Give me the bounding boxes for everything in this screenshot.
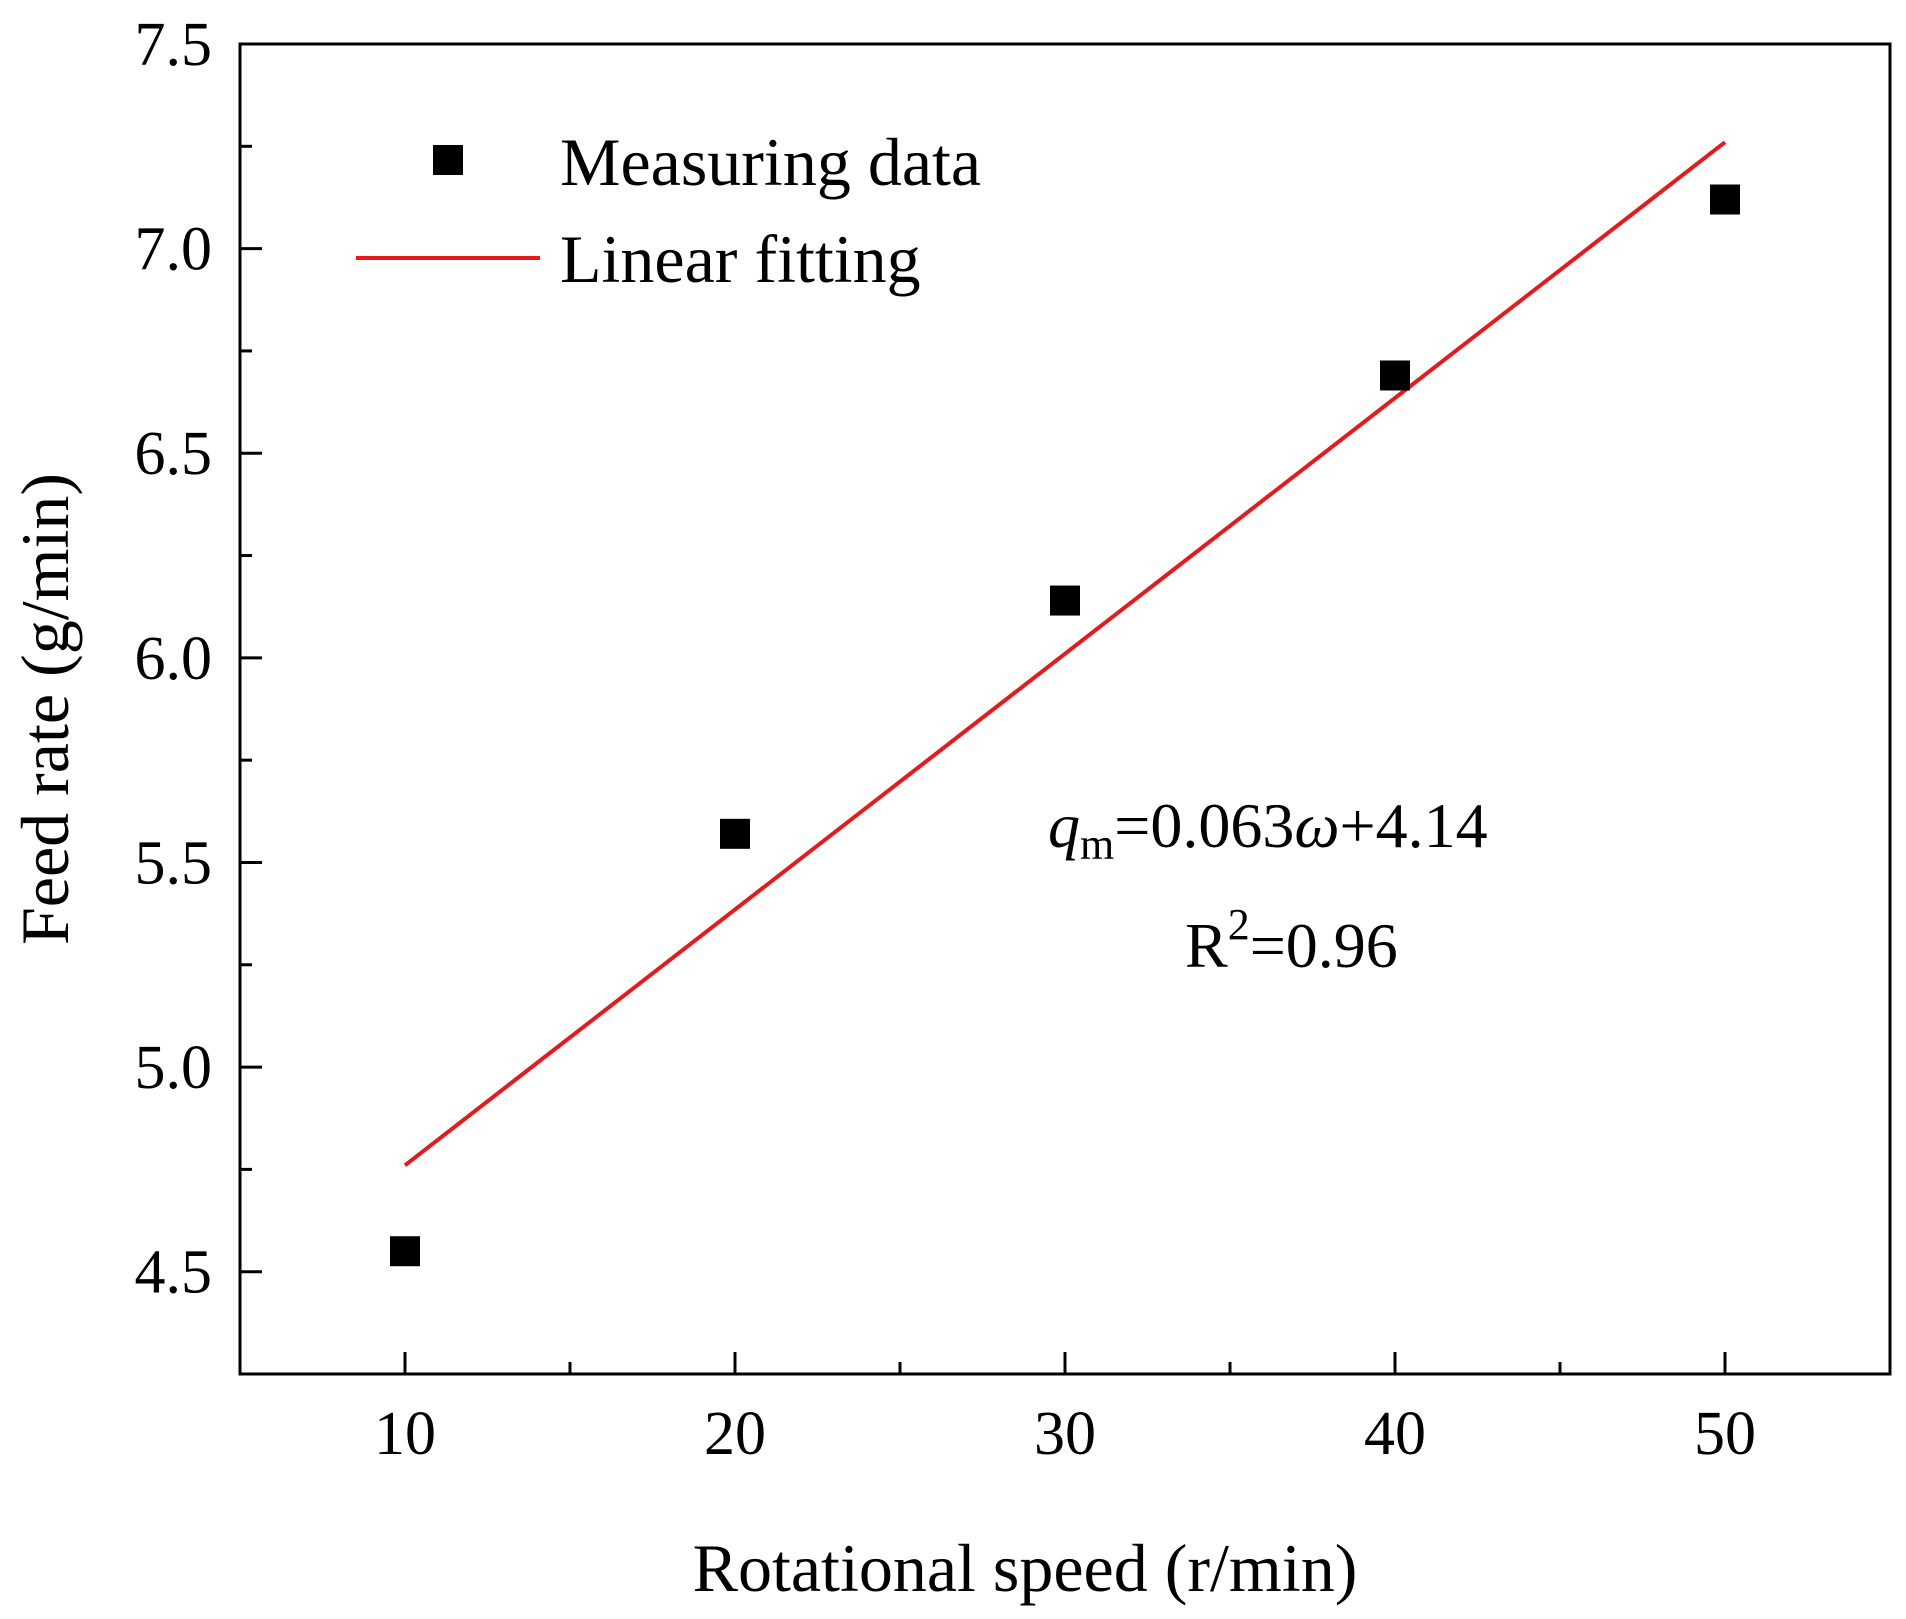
x-tick-label: 20 bbox=[704, 1400, 766, 1468]
equation-intercept: +4.14 bbox=[1340, 790, 1488, 861]
legend-marker-square bbox=[433, 145, 463, 175]
x-tick-label: 30 bbox=[1034, 1400, 1096, 1468]
legend: Measuring data Linear fitting bbox=[356, 124, 981, 297]
y-tick-label: 5.5 bbox=[135, 829, 213, 897]
data-point bbox=[1050, 585, 1080, 616]
measuring-data-points bbox=[390, 184, 1740, 1267]
equation-slope: =0.063 bbox=[1114, 790, 1294, 861]
y-tick-label: 4.5 bbox=[135, 1239, 213, 1307]
r-squared-superscript: 2 bbox=[1228, 900, 1250, 949]
y-tick-label: 6.5 bbox=[135, 420, 213, 488]
y-tick-label: 5.0 bbox=[135, 1034, 213, 1102]
linear-fitting-line bbox=[403, 140, 1727, 1167]
fit-equation: qm=0.063ω+4.14 bbox=[1048, 790, 1488, 869]
data-point bbox=[1710, 184, 1740, 215]
equation-omega: ω bbox=[1294, 790, 1339, 861]
y-axis-title: Feed rate (g/min) bbox=[7, 473, 83, 945]
equation-variable: q bbox=[1048, 790, 1080, 861]
data-point bbox=[390, 1236, 420, 1267]
x-tick-labels: 10 20 30 40 50 bbox=[374, 1400, 1756, 1468]
y-tick-label: 7.5 bbox=[135, 11, 213, 79]
y-tick-label: 6.0 bbox=[135, 625, 213, 693]
legend-label-linear-fitting: Linear fitting bbox=[560, 221, 921, 297]
data-point bbox=[720, 818, 750, 849]
legend-label-measuring-data: Measuring data bbox=[560, 124, 981, 200]
data-point bbox=[1380, 360, 1410, 391]
r-squared: R2=0.96 bbox=[1185, 900, 1398, 981]
r-squared-value: =0.96 bbox=[1250, 910, 1398, 981]
y-tick-labels: 4.5 5.0 5.5 6.0 6.5 7.0 7.5 bbox=[135, 11, 213, 1307]
x-tick-label: 10 bbox=[374, 1400, 436, 1468]
r-squared-base: R bbox=[1185, 910, 1228, 981]
x-tick-label: 40 bbox=[1364, 1400, 1426, 1468]
x-tick-label: 50 bbox=[1694, 1400, 1756, 1468]
equation-variable-subscript: m bbox=[1080, 820, 1114, 869]
tick-marks bbox=[240, 42, 1727, 1374]
x-axis-title: Rotational speed (r/min) bbox=[693, 1530, 1358, 1606]
y-tick-label: 7.0 bbox=[135, 216, 213, 284]
plot-area-frame bbox=[238, 42, 1892, 1376]
